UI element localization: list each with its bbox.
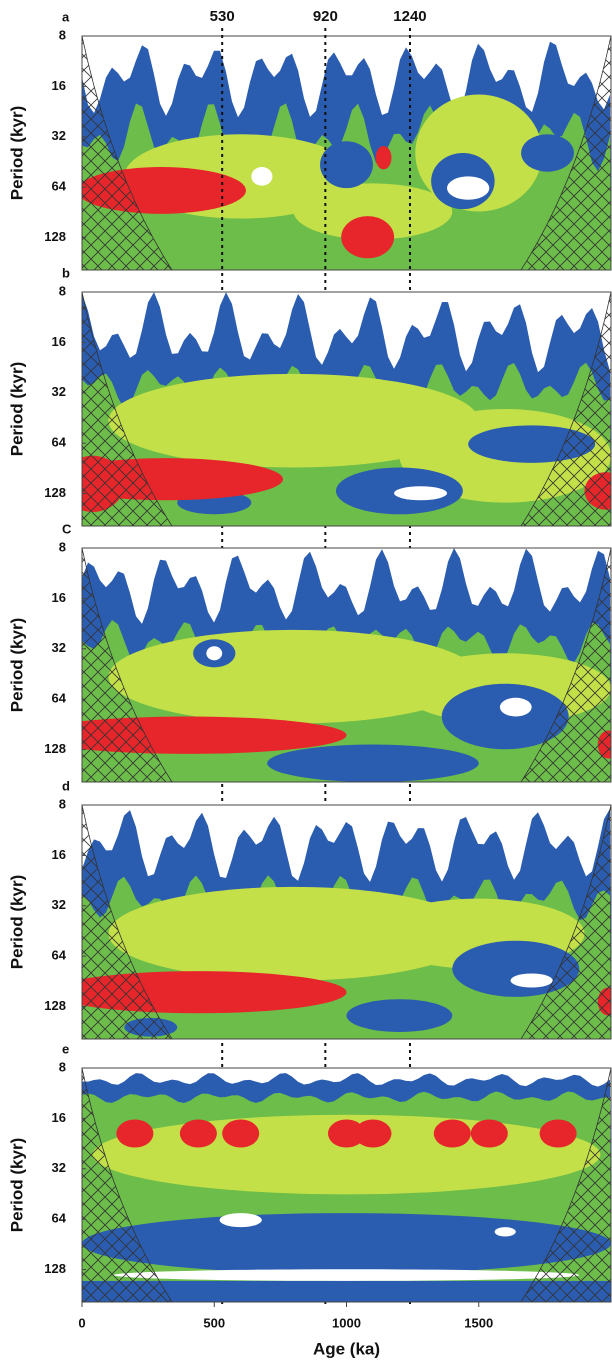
cone-of-influence bbox=[520, 548, 611, 782]
contour-plot bbox=[82, 805, 611, 1039]
cone-of-influence bbox=[82, 36, 173, 270]
contour-region bbox=[293, 183, 453, 240]
y-axis-label: Period (kyr) bbox=[7, 875, 26, 969]
y-tick-label: 16 bbox=[52, 78, 66, 93]
panel-frame bbox=[81, 35, 612, 271]
cone-of-influence bbox=[82, 1068, 173, 1302]
cone-of-influence bbox=[520, 292, 611, 526]
contour-region bbox=[394, 486, 448, 501]
y-tick-label: 16 bbox=[52, 847, 66, 862]
x-tick-label: 500 bbox=[203, 1315, 225, 1330]
y-tick-label: 8 bbox=[59, 539, 66, 554]
y-axis-label: Period (kyr) bbox=[7, 618, 26, 712]
y-tick-label: 64 bbox=[52, 948, 67, 963]
contour-plot bbox=[82, 36, 611, 270]
contour-region bbox=[82, 716, 347, 754]
y-tick-label: 16 bbox=[52, 590, 66, 605]
x-tick-label: 0 bbox=[78, 1315, 85, 1330]
cone-of-influence bbox=[82, 292, 173, 526]
y-tick-label: 128 bbox=[44, 229, 66, 244]
y-tick-label: 8 bbox=[59, 796, 66, 811]
panel-frame bbox=[81, 547, 612, 783]
contour-region bbox=[108, 886, 479, 981]
contour-region bbox=[327, 1119, 366, 1148]
x-tick-label: 1000 bbox=[332, 1315, 361, 1330]
y-tick-label: 64 bbox=[52, 179, 67, 194]
cone-of-influence bbox=[82, 548, 173, 782]
cone-of-influence bbox=[520, 36, 611, 270]
y-tick-label: 64 bbox=[52, 1211, 67, 1226]
x-axis-label: Age (ka) bbox=[313, 1339, 380, 1358]
y-axis-label: Period (kyr) bbox=[7, 1138, 26, 1232]
contour-region bbox=[113, 1269, 580, 1281]
panel-frame bbox=[81, 804, 612, 1040]
contour-region bbox=[320, 141, 373, 189]
panel-frame bbox=[81, 291, 612, 527]
cone-of-influence bbox=[520, 1068, 611, 1302]
contour-plot bbox=[82, 292, 611, 526]
contour-region bbox=[539, 1119, 577, 1148]
contour-region bbox=[267, 744, 479, 782]
contour-region bbox=[82, 1280, 611, 1302]
contour-region bbox=[108, 373, 479, 468]
y-tick-label: 8 bbox=[59, 283, 66, 298]
y-tick-label: 8 bbox=[59, 27, 66, 42]
contour-region bbox=[447, 176, 490, 200]
contour-region bbox=[354, 1119, 392, 1148]
y-tick-label: 32 bbox=[52, 1160, 66, 1175]
y-tick-label: 8 bbox=[59, 1059, 66, 1074]
y-tick-label: 16 bbox=[52, 334, 66, 349]
contour-region bbox=[494, 1227, 516, 1237]
y-tick-label: 32 bbox=[52, 897, 66, 912]
contour-region bbox=[206, 646, 223, 661]
contour-region bbox=[219, 1213, 262, 1228]
x-tick-label: 1500 bbox=[464, 1315, 493, 1330]
contour-region bbox=[251, 167, 273, 186]
y-tick-label: 128 bbox=[44, 741, 66, 756]
panel-label: a bbox=[62, 9, 70, 24]
reference-label: 1240 bbox=[393, 8, 426, 25]
contour-plot bbox=[82, 548, 611, 782]
y-tick-label: 64 bbox=[52, 435, 67, 450]
y-axis-label: Period (kyr) bbox=[7, 106, 26, 200]
contour-region bbox=[82, 1213, 611, 1274]
y-axis-label: Period (kyr) bbox=[7, 362, 26, 456]
contour-region bbox=[510, 973, 553, 988]
reference-label: 530 bbox=[210, 8, 235, 25]
y-tick-label: 128 bbox=[44, 485, 66, 500]
panel-label: d bbox=[62, 778, 70, 793]
contour-region bbox=[441, 683, 569, 750]
contour-region bbox=[346, 999, 453, 1032]
cone-of-influence bbox=[82, 805, 173, 1039]
cone-of-influence bbox=[520, 805, 611, 1039]
panel-label: b bbox=[62, 265, 70, 280]
contour-region bbox=[116, 1119, 154, 1148]
y-tick-label: 32 bbox=[52, 640, 66, 655]
y-tick-label: 128 bbox=[44, 1261, 66, 1276]
contour-region bbox=[222, 1119, 260, 1148]
contour-region bbox=[499, 697, 532, 717]
y-tick-label: 32 bbox=[52, 384, 66, 399]
reference-label: 920 bbox=[313, 8, 338, 25]
contour-region bbox=[375, 145, 392, 170]
y-tick-label: 32 bbox=[52, 128, 66, 143]
y-tick-label: 64 bbox=[52, 691, 67, 706]
contour-region bbox=[179, 1119, 217, 1148]
contour-region bbox=[433, 1119, 471, 1148]
contour-region bbox=[521, 134, 574, 172]
panel-label: C bbox=[62, 521, 72, 536]
y-tick-label: 128 bbox=[44, 998, 66, 1013]
contour-plot bbox=[82, 1068, 611, 1302]
y-tick-label: 16 bbox=[52, 1110, 66, 1125]
panel-label: e bbox=[62, 1041, 69, 1056]
contour-region bbox=[341, 216, 395, 259]
contour-region bbox=[470, 1119, 508, 1148]
